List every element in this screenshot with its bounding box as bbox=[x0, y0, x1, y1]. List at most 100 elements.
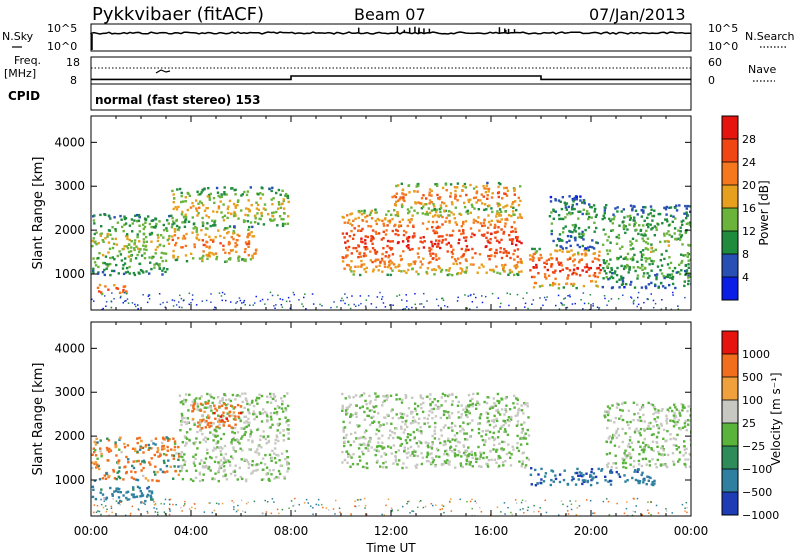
power-cell bbox=[433, 208, 436, 211]
power-cell bbox=[515, 208, 518, 212]
velocity-cell bbox=[492, 420, 496, 424]
power-cell bbox=[487, 241, 490, 244]
power-cell bbox=[364, 270, 368, 274]
power-cell bbox=[632, 266, 635, 269]
velocity-cell bbox=[632, 497, 635, 500]
power-cell bbox=[400, 270, 403, 273]
power-cell bbox=[458, 212, 461, 216]
velocity-cell bbox=[476, 401, 479, 404]
velocity-cell bbox=[495, 409, 498, 412]
velocity-cell bbox=[386, 394, 389, 397]
velocity-cell bbox=[96, 457, 99, 460]
power-cell bbox=[572, 200, 575, 203]
power-cell bbox=[232, 202, 236, 206]
velocity-cell bbox=[672, 443, 676, 447]
power-cell bbox=[510, 230, 513, 234]
power-cell bbox=[658, 212, 662, 216]
velocity-cell bbox=[571, 475, 574, 479]
velocity-cell bbox=[486, 429, 490, 432]
velocity-cell bbox=[426, 444, 429, 447]
velocity-cell bbox=[225, 404, 228, 407]
velocity-cell bbox=[671, 512, 673, 514]
power-cell bbox=[449, 183, 453, 186]
velocity-cell bbox=[641, 514, 643, 516]
velocity-cell bbox=[457, 410, 460, 414]
velocity-cell bbox=[450, 422, 454, 425]
velocity-cell bbox=[562, 503, 564, 506]
velocity-cell bbox=[500, 425, 504, 428]
power-cell bbox=[98, 252, 101, 255]
velocity-cell bbox=[502, 464, 505, 467]
velocity-cell bbox=[426, 395, 429, 398]
power-cell bbox=[271, 219, 275, 222]
velocity-cell bbox=[626, 445, 630, 448]
colorbar-tick-label: −1000 bbox=[742, 509, 779, 522]
velocity-cell bbox=[91, 461, 94, 464]
power-cell bbox=[201, 221, 204, 224]
power-cell bbox=[644, 285, 648, 288]
velocity-cell bbox=[206, 465, 209, 468]
velocity-cell bbox=[227, 459, 230, 462]
x-axis-label: Time UT bbox=[365, 541, 416, 554]
velocity-cell bbox=[229, 472, 233, 476]
power-cell bbox=[126, 237, 129, 241]
velocity-ylabel: Slant Range [km] bbox=[31, 363, 46, 476]
power-cell bbox=[645, 247, 648, 250]
velocity-cell bbox=[104, 498, 108, 501]
power-cell bbox=[445, 216, 448, 220]
power-cell bbox=[481, 224, 484, 228]
power-cell bbox=[511, 202, 514, 206]
power-cell bbox=[277, 188, 281, 192]
power-cell bbox=[150, 267, 153, 271]
power-cell bbox=[375, 222, 378, 226]
velocity-cell bbox=[439, 441, 442, 445]
velocity-cell bbox=[405, 452, 408, 455]
velocity-cell bbox=[164, 512, 167, 515]
velocity-cell bbox=[604, 479, 607, 482]
velocity-cell bbox=[224, 473, 227, 476]
power-cell bbox=[162, 301, 164, 304]
power-cell bbox=[665, 218, 668, 221]
power-cell bbox=[142, 223, 145, 226]
power-cell bbox=[487, 254, 490, 258]
power-cell bbox=[405, 306, 408, 308]
velocity-cell bbox=[558, 473, 562, 476]
velocity-cell bbox=[213, 460, 217, 463]
velocity-cell bbox=[604, 410, 607, 413]
power-cell bbox=[382, 230, 385, 233]
velocity-cell bbox=[502, 424, 505, 427]
velocity-cell bbox=[462, 428, 465, 432]
velocity-cell bbox=[679, 414, 682, 417]
colorbar-segment bbox=[722, 116, 738, 140]
velocity-cell bbox=[634, 478, 638, 482]
power-cell bbox=[158, 220, 161, 223]
power-cell bbox=[571, 303, 574, 305]
power-cell bbox=[617, 298, 620, 300]
power-cell bbox=[456, 300, 459, 302]
velocity-cell bbox=[627, 442, 631, 446]
power-cell bbox=[180, 297, 183, 300]
velocity-cell bbox=[110, 505, 113, 508]
velocity-cell bbox=[150, 447, 153, 450]
velocity-cell bbox=[512, 402, 515, 405]
velocity-cell bbox=[245, 478, 248, 481]
power-cell bbox=[508, 238, 512, 241]
velocity-cell bbox=[203, 461, 206, 464]
velocity-cell bbox=[461, 427, 464, 430]
velocity-cell bbox=[686, 506, 688, 509]
velocity-cell bbox=[650, 433, 654, 437]
power-cell bbox=[376, 217, 379, 221]
velocity-cell bbox=[213, 477, 216, 481]
velocity-cell bbox=[401, 420, 404, 424]
velocity-cell bbox=[480, 435, 483, 438]
power-cell bbox=[396, 214, 400, 218]
power-cell bbox=[684, 296, 686, 299]
power-cell bbox=[607, 300, 610, 302]
power-cell bbox=[138, 250, 141, 254]
velocity-cell bbox=[234, 474, 237, 477]
velocity-cell bbox=[492, 431, 495, 435]
power-cell bbox=[156, 239, 160, 243]
power-cell bbox=[575, 198, 578, 201]
power-cell bbox=[603, 216, 606, 220]
